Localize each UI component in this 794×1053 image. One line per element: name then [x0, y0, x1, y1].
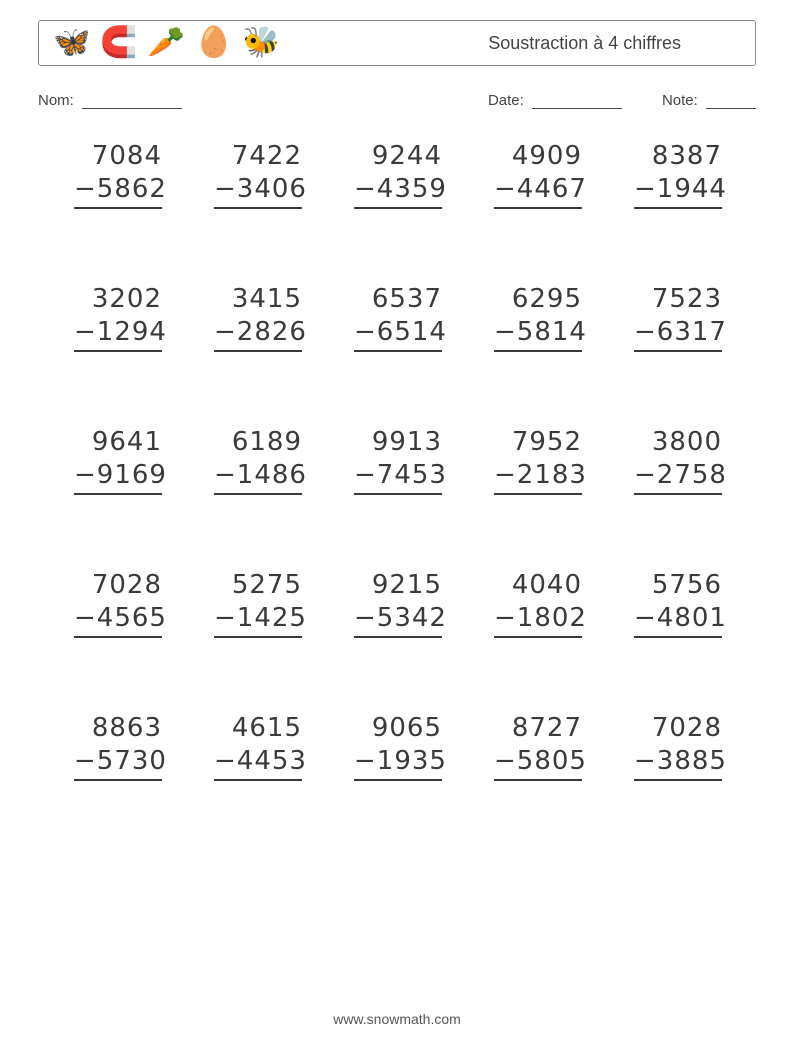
horseshoe-icon: 🧲	[100, 28, 137, 58]
subtraction-problem: 3415−2826	[188, 283, 328, 352]
meta-line: Nom: Date: Note:	[38, 92, 756, 109]
egg-icon: 🥚	[195, 28, 232, 58]
minuend: 3202	[74, 283, 162, 316]
subtrahend: −2826	[214, 316, 302, 353]
subtraction-problem: 9641−9169	[48, 426, 188, 495]
subtraction-problem: 7523−6317	[608, 283, 748, 352]
subtrahend: −5862	[74, 173, 162, 210]
name-label: Nom:	[38, 92, 74, 109]
date-label: Date:	[488, 92, 524, 109]
subtraction-problem: 9913−7453	[328, 426, 468, 495]
subtrahend: −6317	[634, 316, 722, 353]
minuend: 5275	[214, 569, 302, 602]
minuend: 9913	[354, 426, 442, 459]
minuend: 8863	[74, 712, 162, 745]
subtrahend: −7453	[354, 459, 442, 496]
date-field: Date:	[488, 92, 622, 109]
subtrahend: −1486	[214, 459, 302, 496]
subtrahend: −4801	[634, 602, 722, 639]
problems-grid: 7084−58627422−34069244−43594909−44678387…	[48, 140, 748, 781]
note-label: Note:	[662, 92, 698, 109]
minuend: 9065	[354, 712, 442, 745]
subtrahend: −4453	[214, 745, 302, 782]
note-blank	[706, 94, 756, 109]
subtrahend: −1935	[354, 745, 442, 782]
minuend: 7028	[634, 712, 722, 745]
minuend: 7084	[74, 140, 162, 173]
subtraction-problem: 9215−5342	[328, 569, 468, 638]
minuend: 6189	[214, 426, 302, 459]
subtraction-problem: 7028−3885	[608, 712, 748, 781]
minuend: 9641	[74, 426, 162, 459]
subtraction-problem: 8863−5730	[48, 712, 188, 781]
subtraction-problem: 3800−2758	[608, 426, 748, 495]
minuend: 7028	[74, 569, 162, 602]
subtraction-problem: 4040−1802	[468, 569, 608, 638]
subtraction-problem: 6295−5814	[468, 283, 608, 352]
subtrahend: −4359	[354, 173, 442, 210]
footer-url: www.snowmath.com	[0, 1011, 794, 1027]
worksheet-header: 🦋 🧲 🥕 🥚 🐝 Soustraction à 4 chiffres	[38, 20, 756, 66]
minuend: 8387	[634, 140, 722, 173]
subtraction-problem: 9244−4359	[328, 140, 468, 209]
subtraction-problem: 4615−4453	[188, 712, 328, 781]
minuend: 9215	[354, 569, 442, 602]
name-blank	[82, 94, 182, 109]
subtrahend: −6514	[354, 316, 442, 353]
subtraction-problem: 7952−2183	[468, 426, 608, 495]
minuend: 9244	[354, 140, 442, 173]
subtraction-problem: 8387−1944	[608, 140, 748, 209]
name-field: Nom:	[38, 92, 182, 109]
minuend: 4040	[494, 569, 582, 602]
minuend: 7523	[634, 283, 722, 316]
note-field: Note:	[662, 92, 756, 109]
subtrahend: −2758	[634, 459, 722, 496]
header-icons: 🦋 🧲 🥕 🥚 🐝	[53, 28, 280, 58]
subtraction-problem: 5275−1425	[188, 569, 328, 638]
subtrahend: −5805	[494, 745, 582, 782]
minuend: 3415	[214, 283, 302, 316]
subtraction-problem: 8727−5805	[468, 712, 608, 781]
minuend: 6295	[494, 283, 582, 316]
subtraction-problem: 6537−6514	[328, 283, 468, 352]
carrot-icon: 🥕	[148, 28, 185, 58]
subtraction-problem: 7028−4565	[48, 569, 188, 638]
worksheet-title: Soustraction à 4 chiffres	[488, 33, 741, 54]
subtrahend: −3885	[634, 745, 722, 782]
bee-icon: 🐝	[242, 28, 279, 58]
minuend: 4909	[494, 140, 582, 173]
subtrahend: −9169	[74, 459, 162, 496]
minuend: 4615	[214, 712, 302, 745]
subtraction-problem: 3202−1294	[48, 283, 188, 352]
subtrahend: −1294	[74, 316, 162, 353]
subtraction-problem: 6189−1486	[188, 426, 328, 495]
minuend: 7952	[494, 426, 582, 459]
subtrahend: −5730	[74, 745, 162, 782]
subtraction-problem: 9065−1935	[328, 712, 468, 781]
subtrahend: −5814	[494, 316, 582, 353]
subtraction-problem: 5756−4801	[608, 569, 748, 638]
subtraction-problem: 7422−3406	[188, 140, 328, 209]
subtrahend: −4565	[74, 602, 162, 639]
subtrahend: −1802	[494, 602, 582, 639]
subtrahend: −4467	[494, 173, 582, 210]
subtrahend: −1425	[214, 602, 302, 639]
subtrahend: −5342	[354, 602, 442, 639]
minuend: 6537	[354, 283, 442, 316]
subtraction-problem: 7084−5862	[48, 140, 188, 209]
minuend: 8727	[494, 712, 582, 745]
date-blank	[532, 94, 622, 109]
minuend: 7422	[214, 140, 302, 173]
subtrahend: −3406	[214, 173, 302, 210]
subtraction-problem: 4909−4467	[468, 140, 608, 209]
minuend: 5756	[634, 569, 722, 602]
subtrahend: −1944	[634, 173, 722, 210]
minuend: 3800	[634, 426, 722, 459]
subtrahend: −2183	[494, 459, 582, 496]
butterfly-icon: 🦋	[53, 28, 90, 58]
